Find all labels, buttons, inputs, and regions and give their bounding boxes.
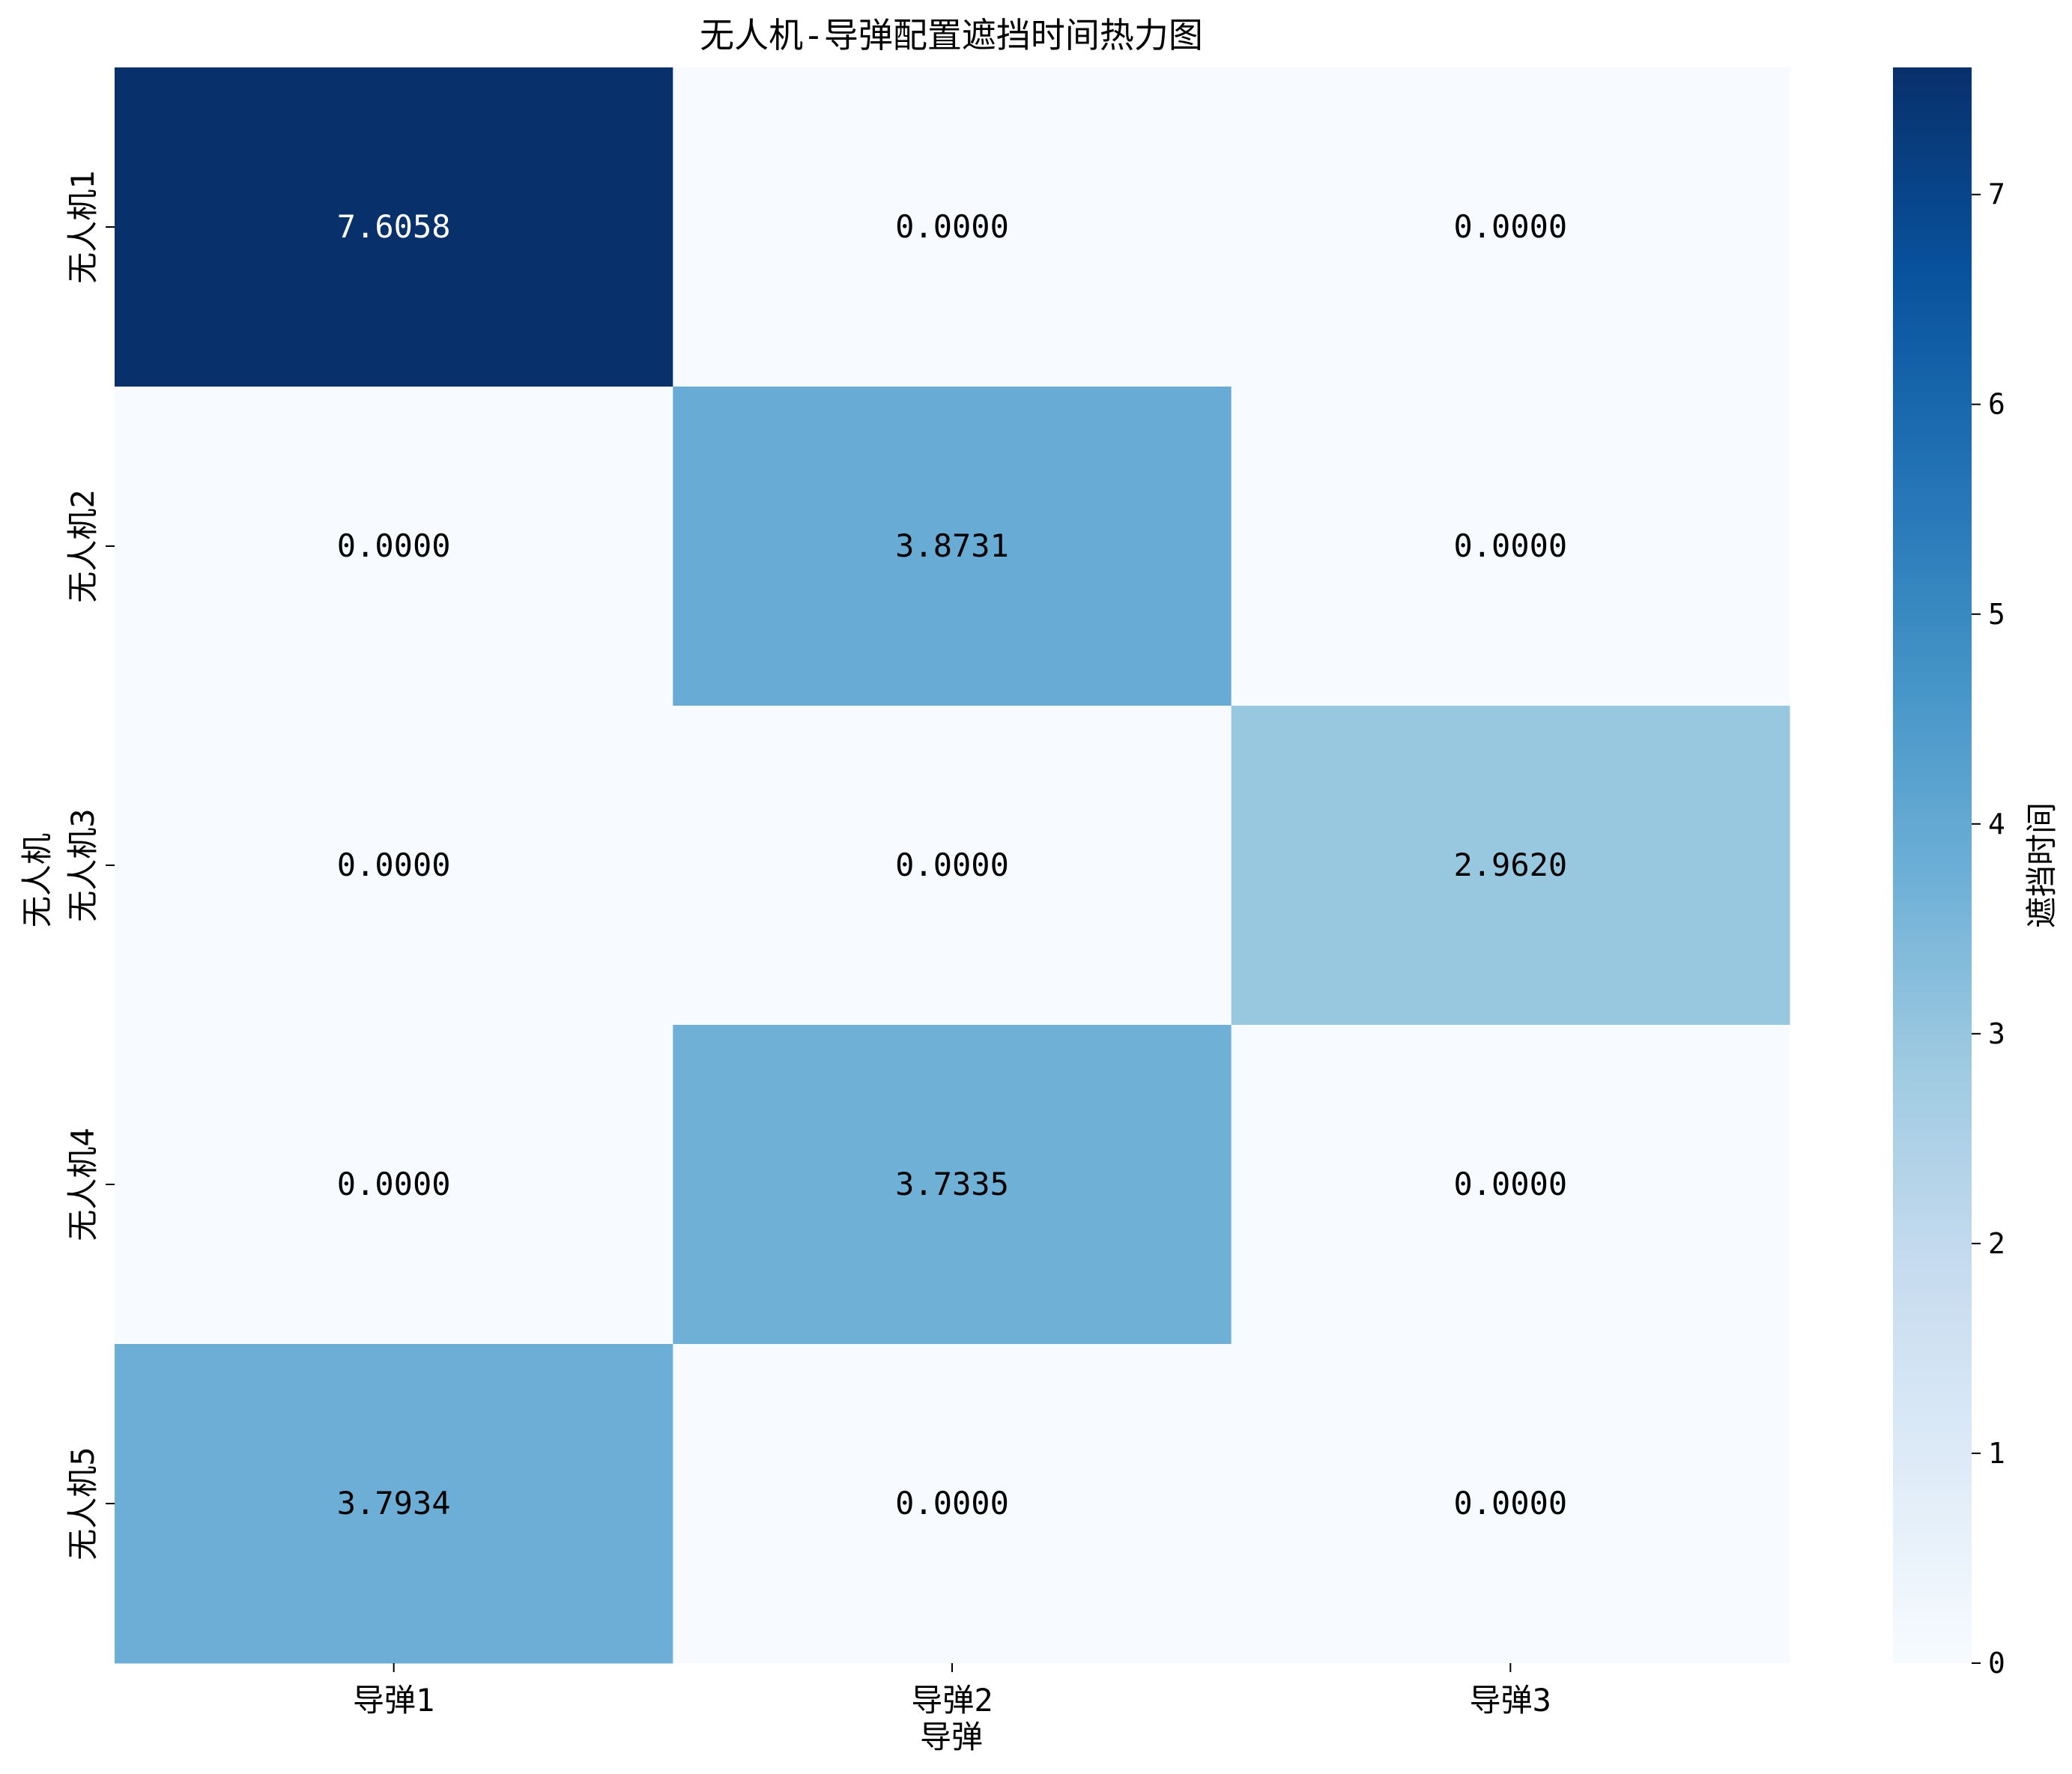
cell-value-label: 0.0000 [337,847,451,883]
cell-value-label: 0.0000 [1453,1485,1567,1522]
colorbar-tick-label: 6 [1988,388,2005,421]
colorbar-ticks: 0 1 2 3 4 5 6 7 [1972,178,2005,1680]
cell-value-label: 0.0000 [337,527,451,564]
heatmap-cell [673,67,1232,387]
heatmap-cell [673,1025,1232,1345]
y-tick-label: 无人机1 [64,170,101,283]
x-tick-label: 导弹3 [1470,1682,1551,1719]
heatmap-cells [115,67,1790,1664]
x-tick-label: 导弹2 [911,1682,993,1719]
colorbar-label: 遮挡时间 [2023,802,2060,928]
cell-value-label: 0.0000 [895,847,1009,883]
cell-value-label: 3.7335 [895,1166,1009,1202]
heatmap-cell [115,67,673,387]
colorbar-tick-label: 0 [1988,1647,2005,1680]
colorbar-tick-label: 1 [1988,1437,2005,1470]
cell-value-label: 2.9620 [1453,847,1567,883]
colorbar-tick-label: 4 [1988,808,2005,841]
cell-value-label: 7.6058 [337,208,451,245]
heatmap-cell [115,387,673,706]
cell-value-label: 3.8731 [895,527,1009,564]
cell-value-label: 3.7934 [337,1485,451,1522]
heatmap-cell [673,387,1232,706]
heatmap-cell [115,1025,673,1345]
cell-value-label: 0.0000 [1453,1166,1567,1202]
cell-value-label: 0.0000 [337,1166,451,1202]
heatmap-cell [1231,1025,1790,1345]
x-axis-ticks: 导弹1 导弹2 导弹3 [353,1663,1551,1719]
y-tick-label: 无人机2 [64,489,101,602]
heatmap-cell [673,1344,1232,1664]
heatmap-cell [673,706,1232,1026]
cell-value-label: 0.0000 [895,1485,1009,1522]
colorbar-tick-label: 3 [1988,1017,2005,1050]
chart-title: 无人机-导弹配置遮挡时间热力图 [700,15,1203,55]
colorbar [1893,67,1972,1663]
heatmap-cell [1231,67,1790,387]
heatmap-cell [115,706,673,1026]
heatmap-cell [1231,387,1790,706]
y-tick-label: 无人机4 [64,1127,101,1241]
heatmap-cell-labels: 7.6058 0.0000 0.0000 0.0000 3.8731 0.0000 0.00… [337,208,1567,1522]
x-axis-label: 导弹 [920,1719,983,1755]
cell-value-label: 0.0000 [895,208,1009,245]
colorbar-tick-label: 2 [1988,1227,2005,1260]
cell-value-label: 0.0000 [1453,208,1567,245]
y-axis-label: 无人机 [19,833,55,927]
heatmap-cell [1231,706,1790,1026]
y-axis-ticks: 无人机1 无人机2 无人机3 无人机4 无人机5 [64,170,115,1560]
y-tick-label: 无人机5 [64,1447,101,1560]
x-tick-label: 导弹1 [353,1682,434,1719]
y-tick-label: 无人机3 [64,808,101,921]
colorbar-tick-label: 7 [1988,178,2005,211]
colorbar-tick-label: 5 [1988,598,2005,631]
heatmap-cell [1231,1344,1790,1664]
heatmap-cell [115,1344,673,1664]
cell-value-label: 0.0000 [1453,527,1567,564]
